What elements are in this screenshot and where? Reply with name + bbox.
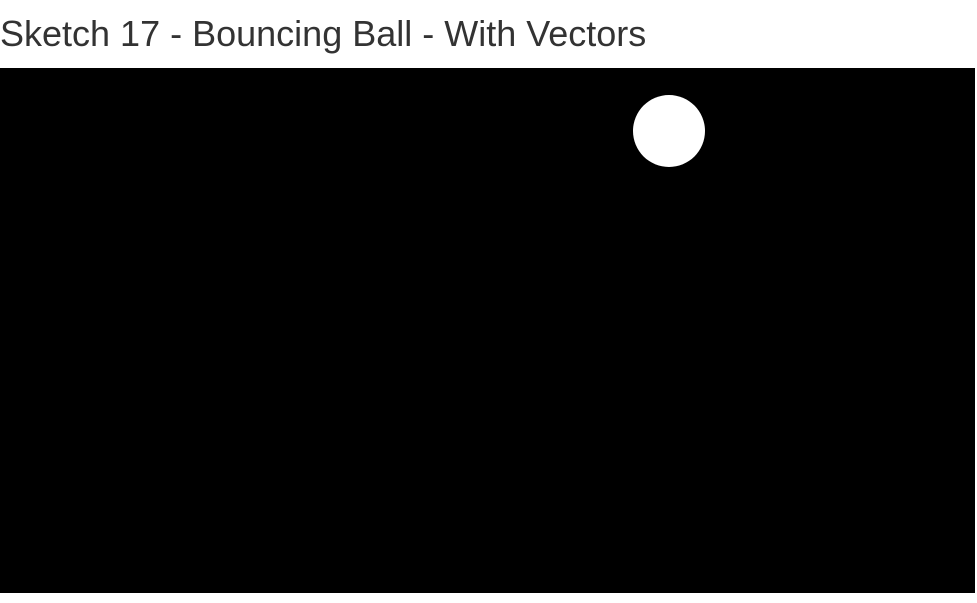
sketch-canvas[interactable]: [0, 68, 975, 593]
bouncing-ball: [633, 95, 705, 167]
page-title: Sketch 17 - Bouncing Ball - With Vectors: [0, 13, 647, 54]
